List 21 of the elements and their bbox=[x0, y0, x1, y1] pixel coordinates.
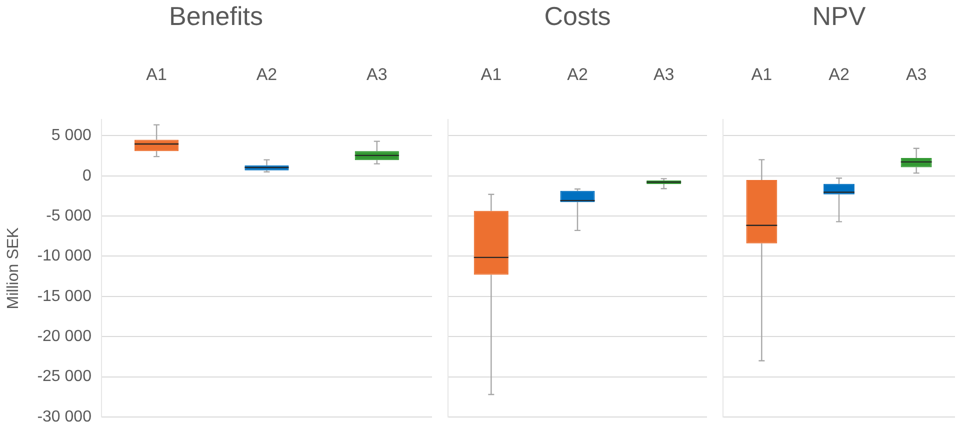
x-tick-label: A2 bbox=[567, 65, 588, 84]
y-tick-label: -10 000 bbox=[37, 248, 92, 265]
chart-title: Costs bbox=[544, 0, 611, 31]
x-tick-label: A2 bbox=[828, 65, 850, 84]
x-tick-label: A3 bbox=[653, 65, 674, 84]
x-tick-label: A2 bbox=[256, 65, 278, 84]
y-tick-label: -25 000 bbox=[37, 368, 92, 386]
x-tick-label: A3 bbox=[366, 65, 388, 84]
x-tick-label: A1 bbox=[480, 65, 502, 84]
y-tick-label: -20 000 bbox=[37, 328, 92, 346]
x-tick-label: A1 bbox=[146, 65, 167, 84]
y-tick-label: -15 000 bbox=[37, 288, 92, 305]
chart-title: NPV bbox=[812, 0, 866, 31]
y-tick-label: -30 000 bbox=[37, 408, 92, 426]
y-tick-label: -5 000 bbox=[46, 207, 92, 224]
x-tick-label: A1 bbox=[751, 65, 772, 84]
x-tick-label: A3 bbox=[906, 65, 927, 84]
y-tick-label: 5 000 bbox=[51, 127, 92, 144]
y-axis-title: Million SEK bbox=[5, 227, 22, 310]
chart-title: Benefits bbox=[169, 0, 263, 31]
y-tick-label: 0 bbox=[82, 167, 92, 184]
